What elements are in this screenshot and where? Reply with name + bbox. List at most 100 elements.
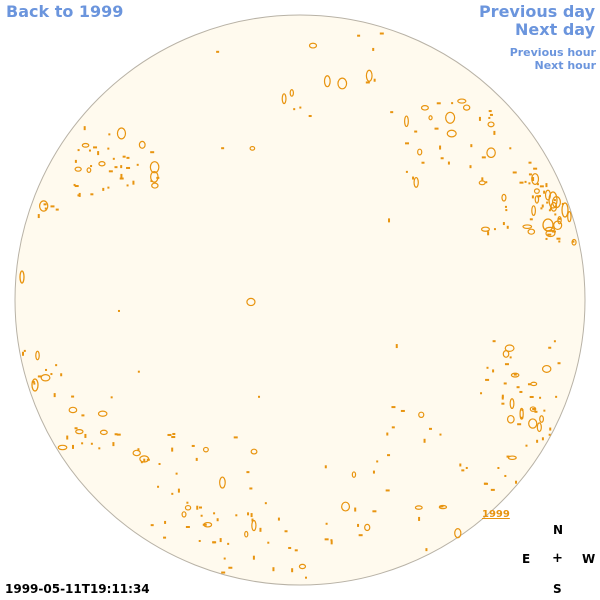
- contour-dot: [357, 34, 361, 37]
- contour-dot: [493, 228, 496, 231]
- contour-loop: [74, 166, 82, 172]
- contour-loop: [404, 115, 409, 128]
- contour-dot: [536, 439, 539, 443]
- contour-dot: [503, 382, 507, 385]
- contour-loop: [542, 218, 554, 232]
- contour-dot: [157, 485, 160, 488]
- contour-dot: [227, 542, 230, 545]
- contour-dot: [98, 447, 101, 450]
- contour-dot: [480, 392, 483, 395]
- contour-loop: [289, 89, 295, 97]
- contour-dot: [492, 340, 496, 343]
- contour-dot: [126, 156, 130, 159]
- contour-dot: [465, 466, 468, 469]
- next-day-link[interactable]: Next day: [515, 20, 595, 39]
- contour-loop: [414, 505, 423, 510]
- contour-dot: [504, 363, 509, 366]
- contour-dot: [74, 427, 78, 430]
- contour-dot: [213, 512, 216, 515]
- contour-dot: [536, 183, 539, 186]
- compass-east: E: [522, 552, 531, 566]
- back-to-year-link[interactable]: Back to 1999: [6, 2, 124, 21]
- contour-dot: [251, 518, 254, 522]
- contour-dot: [150, 151, 155, 154]
- contour-loop: [19, 270, 25, 284]
- contour-dot: [233, 436, 238, 439]
- contour-dot: [93, 146, 98, 149]
- contour-dot: [50, 205, 55, 208]
- contour-dot: [185, 525, 190, 528]
- contour-loop: [281, 93, 287, 105]
- contour-dot: [23, 349, 26, 352]
- contour-dot: [395, 344, 398, 349]
- contour-loop: [86, 167, 92, 173]
- contour-loop: [40, 374, 51, 382]
- contour-dot: [107, 147, 110, 150]
- contour-dot: [199, 506, 203, 509]
- contour-dot: [143, 458, 146, 462]
- contour-loop: [81, 142, 90, 148]
- contour-dot: [216, 518, 219, 522]
- contour-dot: [37, 214, 40, 219]
- contour-dot: [365, 81, 370, 84]
- contour-loop: [528, 418, 538, 429]
- solar-disk: [14, 14, 586, 586]
- contour-dot: [259, 527, 262, 532]
- contour-dot: [221, 571, 226, 574]
- contour-dot: [488, 110, 492, 113]
- contour-dot: [110, 396, 113, 399]
- contour-dot: [60, 373, 63, 377]
- contour-dot: [277, 517, 280, 521]
- contour-dot: [387, 454, 391, 457]
- contour-dot: [117, 309, 120, 312]
- contour-dot: [502, 222, 505, 226]
- contour-dot: [525, 444, 528, 447]
- contour-dot: [357, 523, 360, 527]
- contour-dot: [505, 209, 508, 212]
- contour-dot: [126, 184, 129, 187]
- contour-dot: [120, 165, 123, 169]
- contour-dot: [71, 444, 74, 449]
- contour-dot: [459, 463, 462, 467]
- contour-loop: [420, 105, 429, 111]
- contour-dot: [372, 510, 377, 513]
- contour-dot: [291, 568, 294, 573]
- contour-loop: [35, 350, 40, 361]
- next-hour-link[interactable]: Next hour: [534, 59, 597, 72]
- contour-loop: [428, 115, 433, 121]
- contour-dot: [440, 157, 444, 160]
- contour-dot: [529, 395, 534, 398]
- contour-loop: [298, 563, 307, 570]
- contour-dot: [308, 115, 312, 118]
- contour-loop: [506, 414, 515, 424]
- contour-dot: [556, 237, 561, 240]
- contour-dot: [478, 116, 481, 121]
- contour-loop: [501, 193, 507, 202]
- contour-dot: [447, 161, 450, 165]
- contour-loop: [446, 129, 457, 138]
- previous-day-link[interactable]: Previous day: [478, 2, 595, 21]
- contour-dot: [481, 156, 486, 159]
- contour-dot: [267, 541, 270, 544]
- contour-loop: [478, 180, 486, 186]
- contour-dot: [547, 233, 552, 236]
- contour-dot: [330, 540, 333, 545]
- contour-dot: [108, 133, 111, 136]
- contour-dot: [202, 523, 207, 526]
- contour-dot: [488, 116, 491, 119]
- contour-dot: [501, 396, 504, 400]
- contour-loop: [504, 344, 515, 352]
- contour-dot: [558, 217, 562, 220]
- contour-dot: [546, 201, 549, 204]
- previous-hour-link[interactable]: Previous hour: [509, 46, 596, 59]
- contour-loop: [536, 422, 542, 433]
- contour-loop: [246, 297, 256, 307]
- contour-dot: [175, 472, 178, 475]
- contour-loop: [531, 205, 536, 216]
- contour-dot: [497, 466, 500, 469]
- contour-dot: [55, 208, 59, 211]
- year-link[interactable]: 1999: [482, 509, 510, 520]
- contour-dot: [171, 447, 174, 452]
- contour-dot: [171, 492, 174, 495]
